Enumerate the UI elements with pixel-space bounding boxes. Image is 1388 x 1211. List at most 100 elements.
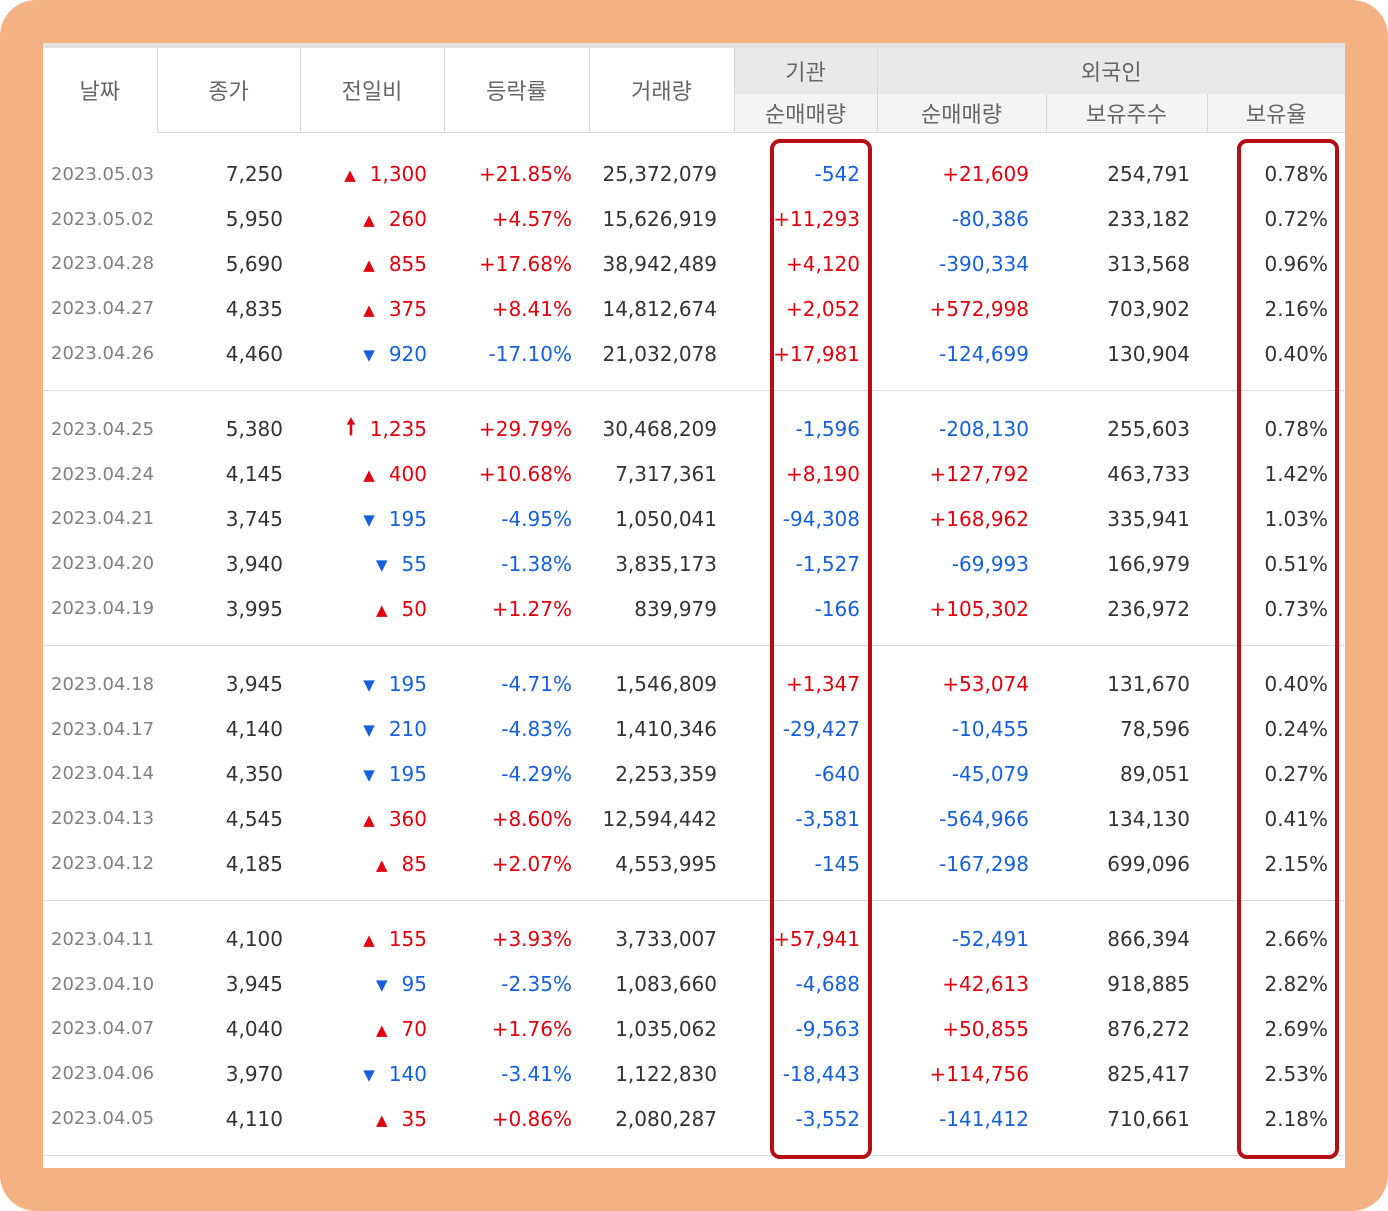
foreign-net-cell: -564,966 xyxy=(939,806,1029,831)
spacer-cell xyxy=(300,390,444,407)
spacer-cell xyxy=(43,133,157,153)
rate-cell: -4.29% xyxy=(501,761,572,786)
foreign-holdings-cell: 166,979 xyxy=(1107,551,1190,576)
spacer-cell xyxy=(43,885,157,901)
foreign-holdings-cell: 699,096 xyxy=(1107,851,1190,876)
change-value: 195 xyxy=(388,672,427,697)
change-value: 1,300 xyxy=(369,162,427,187)
change-cell: ▼ 55 xyxy=(300,541,444,586)
date-cell: 2023.04.26 xyxy=(51,343,155,365)
rate-cell: -17.10% xyxy=(488,341,572,366)
spacer-cell xyxy=(157,1140,300,1156)
change-value: 920 xyxy=(388,341,427,366)
foreign-ratio-cell: 0.72% xyxy=(1264,207,1329,232)
change-cell: ▲ 85 xyxy=(300,841,444,886)
foreign-holdings-cell: 825,417 xyxy=(1107,1061,1190,1086)
spacer-cell xyxy=(877,375,1046,391)
foreign-ratio-cell: 0.51% xyxy=(1264,551,1329,576)
institution-net-cell: +1,347 xyxy=(785,672,860,697)
date-cell: 2023.05.02 xyxy=(51,208,155,230)
institution-net-cell: +4,120 xyxy=(785,251,860,276)
date-cell: 2023.04.11 xyxy=(51,928,155,950)
date-cell: 2023.05.03 xyxy=(51,163,155,185)
stock-trading-table-panel: 날짜 종가 전일비 등락률 거래량 기관 외국인 순매매량 순매매량 보유주수 … xyxy=(43,43,1345,1168)
header-institution-net: 순매매량 xyxy=(733,94,877,133)
rate-cell: +29.79% xyxy=(478,417,572,442)
foreign-net-cell: +105,302 xyxy=(929,596,1029,621)
table-row: 2023.04.21 3,745 ▼ 195 -4.95% 1,050,041 -94,30… xyxy=(43,497,1345,542)
rate-cell: -4.95% xyxy=(501,506,572,531)
foreign-holdings-cell: 335,941 xyxy=(1107,506,1190,531)
spacer-cell xyxy=(157,133,300,153)
foreign-ratio-cell: 0.40% xyxy=(1264,341,1329,366)
close-cell: 3,995 xyxy=(225,596,283,621)
table-row: 2023.04.26 4,460 ▼ 920 -17.10% 21,032,078 +17,… xyxy=(43,331,1345,376)
date-cell: 2023.04.07 xyxy=(51,1018,155,1040)
close-cell: 5,950 xyxy=(225,207,283,232)
rate-cell: +4.57% xyxy=(491,207,572,232)
foreign-holdings-cell: 918,885 xyxy=(1107,972,1190,997)
spacer-cell xyxy=(877,133,1046,153)
volume-cell: 1,035,062 xyxy=(615,1016,717,1041)
date-cell: 2023.04.14 xyxy=(51,763,155,785)
close-cell: 4,185 xyxy=(225,851,283,876)
institution-net-cell: -94,308 xyxy=(782,506,860,531)
change-cell: ▲ 35 xyxy=(300,1096,444,1141)
volume-cell: 30,468,209 xyxy=(602,417,717,442)
foreign-net-cell: +42,613 xyxy=(942,972,1029,997)
spacer-cell xyxy=(734,1140,877,1156)
down-triangle-icon: ▼ xyxy=(376,555,388,574)
foreign-holdings-cell: 236,972 xyxy=(1107,596,1190,621)
foreign-net-cell: -10,455 xyxy=(951,717,1029,742)
foreign-holdings-cell: 131,670 xyxy=(1107,672,1190,697)
up-triangle-icon: ▲ xyxy=(376,1020,388,1039)
rate-cell: +17.68% xyxy=(478,251,572,276)
spacer-cell xyxy=(1046,645,1207,662)
spacer-cell xyxy=(589,390,734,407)
spacer-cell xyxy=(300,133,444,153)
change-cell: ▼ 195 xyxy=(300,497,444,542)
table-row: 2023.04.14 4,350 ▼ 195 -4.29% 2,253,359 -640 -4… xyxy=(43,752,1345,797)
date-cell: 2023.04.24 xyxy=(51,463,155,485)
rate-cell: +8.60% xyxy=(491,806,572,831)
foreign-net-cell: +168,962 xyxy=(929,506,1029,531)
foreign-ratio-cell: 1.42% xyxy=(1264,462,1329,487)
table-row: 2023.04.06 3,970 ▼ 140 -3.41% 1,122,830 -18,44… xyxy=(43,1051,1345,1096)
change-value: 50 xyxy=(401,596,427,621)
foreign-ratio-cell: 0.73% xyxy=(1264,596,1329,621)
date-cell: 2023.04.13 xyxy=(51,808,155,830)
date-cell: 2023.04.05 xyxy=(51,1108,155,1130)
institution-net-cell: -4,688 xyxy=(795,972,860,997)
header-foreign-holdings: 보유주수 xyxy=(1045,94,1207,133)
volume-cell: 2,253,359 xyxy=(615,761,717,786)
down-triangle-icon: ▼ xyxy=(363,721,375,740)
close-cell: 3,945 xyxy=(225,972,283,997)
change-value: 85 xyxy=(401,851,427,876)
close-cell: 4,100 xyxy=(225,927,283,952)
institution-net-cell: -3,581 xyxy=(795,806,860,831)
group-spacer xyxy=(43,885,1345,901)
close-cell: 3,940 xyxy=(225,551,283,576)
foreign-ratio-cell: 2.66% xyxy=(1264,927,1329,952)
change-value: 140 xyxy=(388,1061,427,1086)
table-row: 2023.04.28 5,690 ▲ 855 +17.68% 38,942,489 +4,1… xyxy=(43,242,1345,287)
close-cell: 3,970 xyxy=(225,1061,283,1086)
rate-cell: +3.93% xyxy=(491,927,572,952)
spacer-cell xyxy=(444,133,589,153)
institution-net-cell: -1,596 xyxy=(795,417,860,442)
down-triangle-icon: ▼ xyxy=(363,765,375,784)
change-value: 260 xyxy=(388,207,427,232)
table-row: 2023.04.13 4,545 ▲ 360 +8.60% 12,594,442 -3,58… xyxy=(43,796,1345,841)
table-row: 2023.04.05 4,110 ▲ 35 +0.86% 2,080,287 -3,552 -… xyxy=(43,1096,1345,1141)
close-cell: 5,690 xyxy=(225,251,283,276)
spacer-cell xyxy=(877,630,1046,646)
spacer-cell xyxy=(877,390,1046,407)
change-value: 360 xyxy=(388,806,427,831)
volume-cell: 1,122,830 xyxy=(615,1061,717,1086)
table-row: 2023.04.19 3,995 ▲ 50 +1.27% 839,979 -166 +105,… xyxy=(43,586,1345,631)
close-cell: 4,350 xyxy=(225,761,283,786)
foreign-net-cell: +127,792 xyxy=(929,462,1029,487)
spacer-cell xyxy=(157,630,300,646)
foreign-ratio-cell: 2.18% xyxy=(1264,1106,1329,1131)
foreign-net-cell: -141,412 xyxy=(939,1106,1029,1131)
